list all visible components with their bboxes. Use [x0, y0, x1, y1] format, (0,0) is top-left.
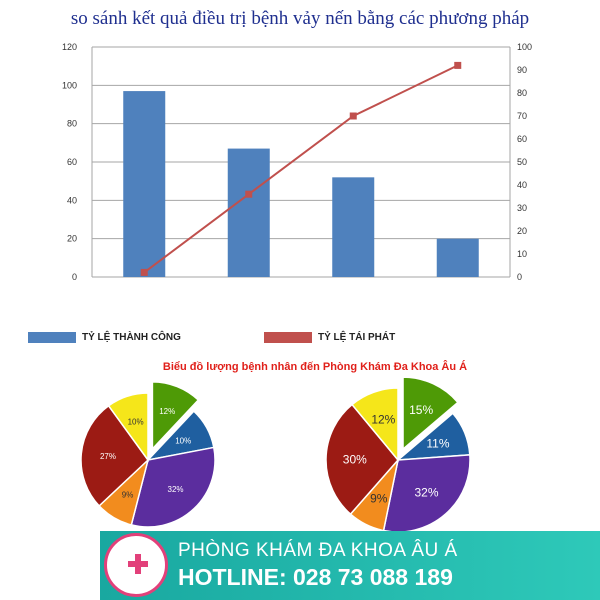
line-marker: [349, 112, 357, 120]
legend-item-relapse: TỶ LỆ TÁI PHÁT: [264, 332, 395, 343]
y-left-tick-label: 60: [67, 157, 77, 167]
medical-cross-icon: [128, 554, 148, 574]
line-series: [143, 64, 459, 274]
clinic-logo: [104, 533, 168, 597]
pie-slice: [151, 381, 200, 451]
pie-slice-label: 12%: [159, 407, 175, 416]
legend-label-success: TỶ LỆ THÀNH CÔNG: [82, 332, 181, 344]
pie-slice: [130, 446, 216, 528]
legend-label-relapse: TỶ LỆ TÁI PHÁT: [318, 332, 396, 344]
bar: [332, 177, 375, 277]
chart-title: so sánh kết quả điều trị bệnh vảy nến bằ…: [70, 8, 530, 29]
y-left-tick-label: 80: [67, 119, 77, 129]
pie-chart-title: Biểu đồ lượng bệnh nhân đến Phòng Khám Đ…: [162, 361, 468, 373]
hotline-text[interactable]: HOTLINE: 028 73 088 189: [178, 564, 453, 590]
pie-slice-label: 9%: [122, 490, 134, 499]
pie-slice: [80, 404, 149, 507]
y-left-tick-label: 40: [67, 195, 77, 205]
pie-slice: [402, 376, 459, 451]
pie-slice-label: 10%: [128, 417, 144, 426]
line-marker: [245, 190, 253, 198]
y-left-tick-label: 100: [62, 80, 77, 90]
bar: [227, 148, 270, 277]
y-right-tick-label: 40: [517, 180, 527, 190]
pie-slice-label: 15%: [409, 403, 433, 417]
legend-swatch-success: [28, 332, 76, 343]
pie-slice: [325, 403, 399, 516]
y-right-tick-label: 60: [517, 134, 527, 144]
pie-slice: [351, 387, 399, 463]
y-right-tick-label: 20: [517, 226, 527, 236]
y-right-tick-label: 30: [517, 203, 527, 213]
pie-slice-label: 9%: [370, 492, 388, 506]
line-marker: [454, 61, 462, 69]
pie-slice-label: 11%: [426, 437, 449, 451]
y-left-tick-label: 0: [72, 272, 77, 282]
pie-slice-label: 12%: [371, 412, 395, 426]
pie-slice-label: 32%: [168, 485, 184, 494]
bar: [436, 238, 479, 277]
hotline-banner: [100, 531, 600, 600]
y-right-tick-label: 50: [517, 157, 527, 167]
y-right-tick-label: 0: [517, 272, 522, 282]
pie-slice-label: 32%: [414, 485, 438, 499]
y-right-tick-label: 100: [517, 42, 532, 52]
y-left-tick-label: 120: [62, 42, 77, 52]
pie-slice-label: 10%: [175, 436, 191, 445]
bar: [123, 91, 166, 277]
pie-slice: [107, 392, 149, 463]
legend-item-success: TỶ LỆ THÀNH CÔNG: [28, 332, 181, 343]
y-right-tick-label: 70: [517, 111, 527, 121]
pie-slice-label: 30%: [343, 452, 367, 466]
line-marker: [140, 268, 148, 276]
legend-swatch-relapse: [264, 332, 312, 343]
clinic-name: PHÒNG KHÁM ĐA KHOA ÂU Á: [178, 540, 458, 561]
y-right-tick-label: 10: [517, 249, 527, 259]
y-right-tick-label: 90: [517, 65, 527, 75]
pie-slice-label: 27%: [100, 452, 116, 461]
y-left-tick-label: 20: [67, 234, 77, 244]
y-right-tick-label: 80: [517, 88, 527, 98]
